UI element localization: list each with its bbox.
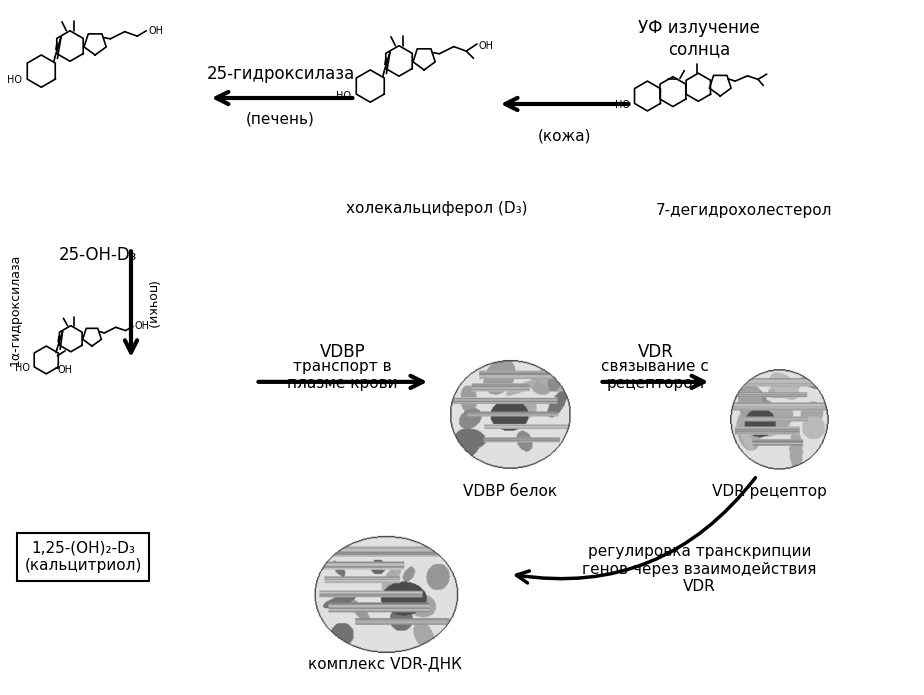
Text: VDBP: VDBP	[320, 343, 365, 361]
Text: холекальциферол (D₃): холекальциферол (D₃)	[346, 201, 528, 216]
Text: HO: HO	[6, 75, 21, 85]
Text: 25-гидроксилаза: 25-гидроксилаза	[206, 65, 355, 83]
Text: VDR рецептор: VDR рецептор	[711, 484, 826, 499]
Text: связывание с
рецептором: связывание с рецептором	[602, 359, 710, 391]
Text: УФ излучение
солнца: УФ излучение солнца	[638, 19, 760, 58]
Text: OH: OH	[135, 322, 150, 332]
Text: (печень): (печень)	[246, 111, 315, 126]
Text: HO: HO	[335, 91, 350, 101]
Text: OH: OH	[57, 365, 72, 375]
Text: комплекс VDR-ДНК: комплекс VDR-ДНК	[309, 656, 462, 671]
Text: VDBP белок: VDBP белок	[463, 484, 557, 499]
Text: (кожа): (кожа)	[538, 129, 591, 143]
Text: 1α-гидроксилаза: 1α-гидроксилаза	[9, 254, 22, 366]
Text: HO: HO	[614, 100, 630, 110]
Text: транспорт в
плазме крови: транспорт в плазме крови	[287, 359, 397, 391]
Text: OH: OH	[149, 26, 164, 35]
Text: (почки): (почки)	[144, 281, 157, 329]
Text: OH: OH	[479, 41, 493, 51]
Text: 25-OH-D₃: 25-OH-D₃	[59, 246, 138, 264]
Text: 7-дегидрохолестерол: 7-дегидрохолестерол	[656, 203, 833, 218]
Text: HO: HO	[15, 363, 30, 373]
Text: 1,25-(OH)₂-D₃
(кальцитриол): 1,25-(OH)₂-D₃ (кальцитриол)	[24, 541, 141, 573]
Text: регулировка транскрипции
генов через взаимодействия
VDR: регулировка транскрипции генов через вза…	[582, 544, 817, 594]
Text: VDR: VDR	[638, 343, 674, 361]
